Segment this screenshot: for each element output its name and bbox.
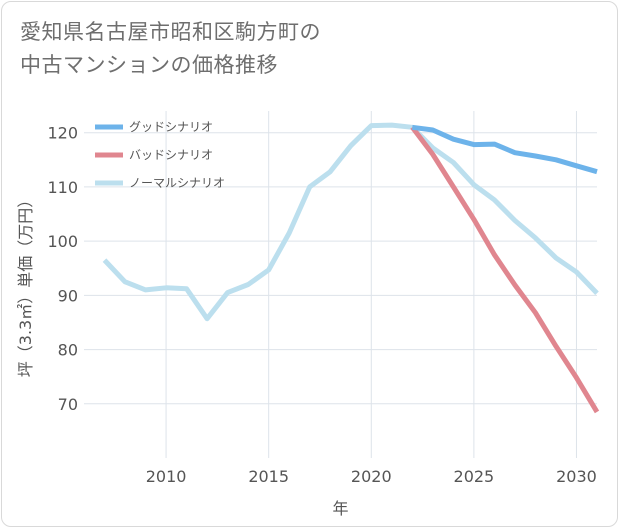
x-tick-label: 2030	[556, 467, 597, 486]
x-tick-label: 2020	[351, 467, 392, 486]
y-tick-label: 90	[58, 286, 78, 305]
chart-title: 愛知県名古屋市昭和区駒方町の 中古マンションの価格推移	[20, 20, 321, 77]
legend-label: ノーマルシナリオ	[129, 176, 225, 190]
x-tick-label: 2010	[146, 467, 187, 486]
y-tick-label: 100	[47, 232, 78, 251]
y-axis-label: 坪（3.3㎡）単価（万円）	[16, 192, 35, 377]
x-tick-label: 2025	[454, 467, 495, 486]
y-tick-labels: 70 80 90 100 110 120	[47, 124, 78, 414]
x-axis-label: 年	[332, 499, 348, 518]
legend-label: バッドシナリオ	[129, 148, 213, 162]
series-line-2	[102, 122, 599, 322]
y-tick-label: 120	[47, 124, 78, 143]
x-tick-labels: 2010 2015 2020 2025 2030	[146, 467, 597, 486]
series-line-0	[411, 124, 598, 175]
y-tick-label: 80	[58, 341, 78, 360]
series-line-1	[410, 125, 600, 414]
y-tick-label: 110	[47, 178, 78, 197]
x-tick-label: 2015	[248, 467, 289, 486]
series-lines	[102, 122, 600, 414]
y-tick-label: 70	[58, 395, 78, 414]
legend-label: グッドシナリオ	[129, 120, 213, 134]
grid	[84, 111, 597, 458]
